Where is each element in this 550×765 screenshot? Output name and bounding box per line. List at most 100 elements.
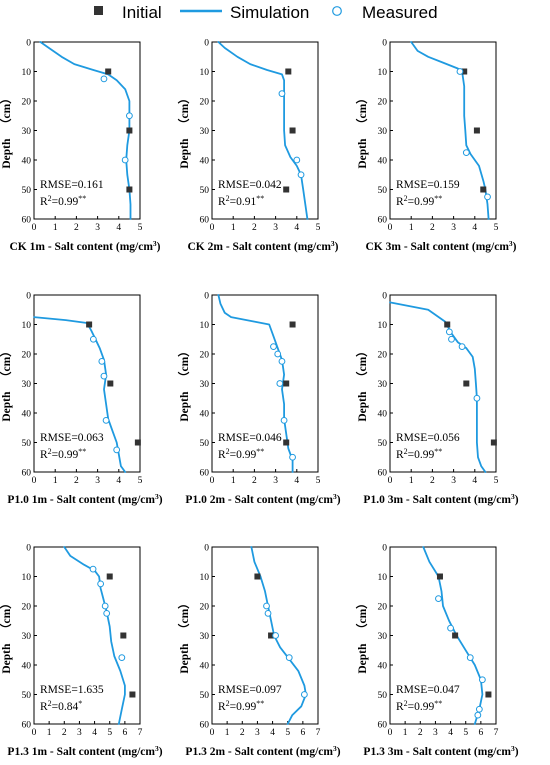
- r2-base: R: [40, 196, 48, 208]
- x-tick-label: 1: [47, 728, 52, 738]
- measured-point: [278, 90, 286, 98]
- x-tick-label: 0: [32, 476, 37, 486]
- x-axis-label-tail: ): [513, 241, 517, 253]
- measured-point: [97, 580, 105, 588]
- y-axis-label: Depth （cm）: [177, 92, 191, 168]
- x-tick-label: 3: [95, 223, 100, 233]
- y-tick-label: 0: [26, 38, 31, 48]
- initial-point: [105, 68, 112, 75]
- x-axis-label: P1.0 2m - Salt content (mg/cm3): [185, 492, 340, 506]
- measured-point: [103, 609, 111, 617]
- rmse-text: RMSE=1.635: [40, 684, 104, 696]
- r2-significance: **: [434, 699, 442, 708]
- y-tick-label: 40: [378, 661, 388, 671]
- x-tick-label: 4: [116, 476, 121, 486]
- y-tick-label: 60: [22, 468, 32, 478]
- y-tick-label: 20: [200, 602, 210, 612]
- x-axis-label: P1.3 2m - Salt content (mg/cm3): [185, 744, 340, 758]
- rmse-text: RMSE=0.097: [218, 684, 282, 696]
- initial-point: [285, 68, 292, 75]
- y-tick-label: 10: [378, 68, 388, 78]
- y-axis-label: Depth （cm）: [0, 345, 13, 421]
- r2-text: R2=0.99**: [40, 194, 86, 208]
- r2-base: R: [396, 196, 404, 208]
- x-tick-label: 4: [270, 728, 275, 738]
- x-axis-label-text: P1.3 3m - Salt content (mg/cm: [363, 746, 511, 758]
- initial-point: [463, 380, 470, 387]
- x-axis-label-text: P1.0 1m - Salt content (mg/cm: [7, 494, 155, 506]
- initial-point: [86, 321, 93, 328]
- measured-point: [484, 193, 491, 201]
- y-axis-label: Depth （cm）: [0, 597, 13, 673]
- y-tick-label: 0: [382, 543, 387, 553]
- x-tick-label: 4: [294, 223, 299, 233]
- r2-text: R2=0.99**: [218, 699, 264, 713]
- initial-point: [134, 439, 141, 446]
- measured-point: [466, 654, 474, 662]
- r2-significance: *: [78, 699, 82, 708]
- r2-text: R2=0.99**: [396, 447, 442, 461]
- y-tick-label: 20: [378, 350, 388, 360]
- x-tick-label: 2: [252, 223, 257, 233]
- x-tick-label: 4: [472, 476, 477, 486]
- initial-point: [126, 127, 133, 134]
- r2-text: R2=0.99**: [40, 447, 86, 461]
- x-tick-label: 1: [403, 728, 408, 738]
- x-tick-label: 7: [494, 728, 499, 738]
- y-tick-label: 0: [382, 38, 387, 48]
- measured-point: [293, 156, 301, 164]
- x-tick-label: 4: [448, 728, 453, 738]
- measured-point: [272, 632, 280, 639]
- x-tick-label: 6: [300, 728, 305, 738]
- r2-base: R: [218, 196, 226, 208]
- r2-base: R: [218, 449, 226, 461]
- x-tick-label: 5: [107, 728, 112, 738]
- initial-point: [106, 573, 113, 580]
- initial-point: [485, 691, 492, 698]
- x-tick-label: 5: [138, 223, 143, 233]
- y-tick-label: 40: [200, 661, 210, 671]
- x-axis-label-sup: 3: [333, 744, 337, 753]
- x-tick-label: 7: [316, 728, 321, 738]
- x-axis-label-tail: ): [515, 494, 519, 506]
- y-tick-label: 50: [22, 439, 32, 449]
- y-tick-label: 0: [26, 291, 31, 301]
- rmse-text: RMSE=0.046: [218, 432, 282, 444]
- y-tick-label: 10: [378, 321, 388, 331]
- y-tick-label: 10: [22, 68, 32, 78]
- initial-point: [268, 632, 275, 639]
- y-tick-label: 30: [200, 380, 210, 390]
- r2-value: =0.84: [52, 701, 79, 713]
- r2-text: R2=0.84*: [40, 699, 82, 713]
- y-tick-label: 60: [22, 215, 32, 225]
- r2-sup: 2: [48, 699, 52, 708]
- x-tick-label: 1: [231, 223, 236, 233]
- measured-point: [102, 416, 110, 424]
- x-tick-label: 6: [478, 728, 483, 738]
- measured-point: [289, 453, 296, 461]
- r2-significance: **: [256, 194, 264, 203]
- x-tick-label: 2: [430, 476, 435, 486]
- x-axis-label-sup: 3: [511, 492, 515, 501]
- x-axis-label-text: CK 2m - Salt content (mg/cm: [188, 241, 332, 253]
- y-axis-label: Depth （cm）: [355, 597, 369, 673]
- x-tick-label: 5: [138, 476, 143, 486]
- measured-point: [274, 350, 282, 358]
- r2-value: =0.99: [408, 196, 435, 208]
- x-axis-label: P1.0 1m - Salt content (mg/cm3): [7, 492, 162, 506]
- y-tick-label: 40: [22, 156, 32, 166]
- y-tick-label: 0: [204, 38, 209, 48]
- y-tick-label: 20: [200, 350, 210, 360]
- x-tick-label: 2: [252, 476, 257, 486]
- x-tick-label: 1: [225, 728, 230, 738]
- x-tick-label: 2: [74, 476, 79, 486]
- r2-value: =0.99: [230, 701, 257, 713]
- x-tick-label: 5: [494, 476, 499, 486]
- x-axis-label-sup: 3: [333, 492, 337, 501]
- y-axis-label: Depth （cm）: [177, 597, 191, 673]
- measured-point: [448, 335, 455, 343]
